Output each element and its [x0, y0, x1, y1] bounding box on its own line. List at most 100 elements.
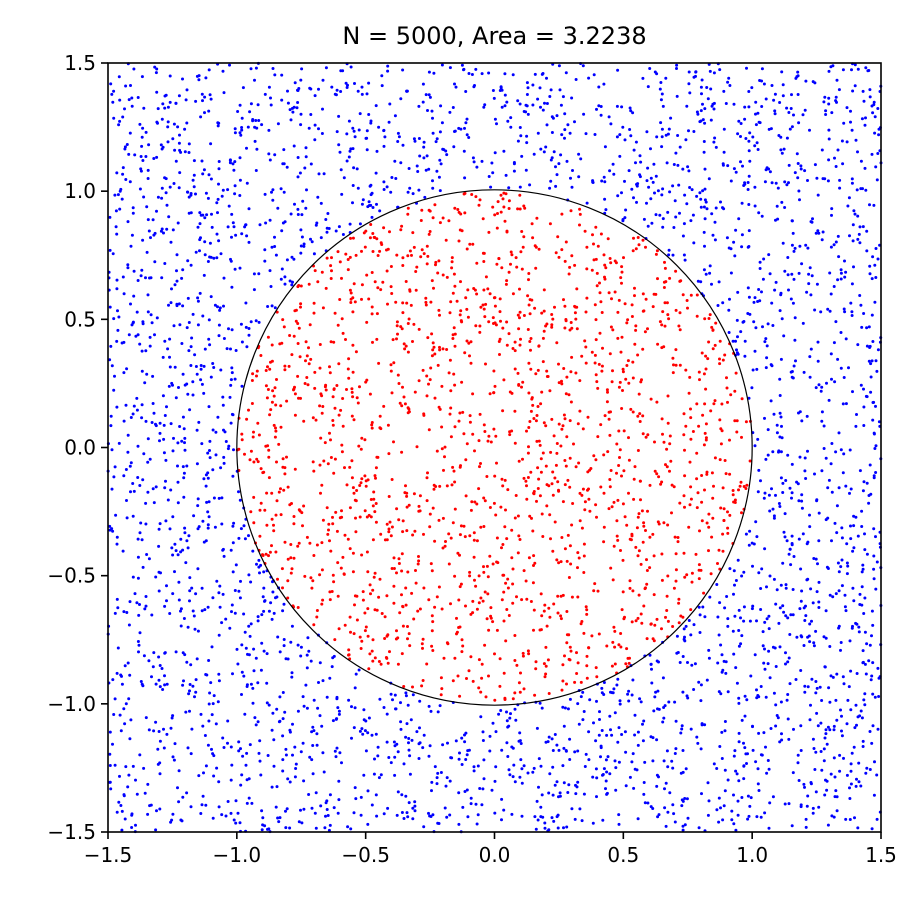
point-inside	[734, 371, 738, 375]
point-inside	[664, 615, 667, 619]
point-inside	[256, 421, 260, 425]
point-outside	[211, 596, 215, 600]
point-outside	[405, 89, 409, 93]
point-outside	[427, 754, 431, 758]
point-inside	[684, 368, 688, 372]
point-inside	[541, 535, 545, 538]
point-outside	[203, 734, 207, 737]
point-inside	[514, 256, 518, 260]
point-outside	[784, 479, 788, 482]
point-inside	[396, 373, 400, 377]
point-outside	[130, 96, 134, 100]
point-outside	[874, 535, 877, 539]
point-inside	[585, 245, 589, 249]
point-inside	[522, 235, 526, 239]
point-outside	[507, 186, 511, 190]
point-outside	[408, 772, 412, 776]
point-outside	[325, 808, 329, 811]
point-outside	[838, 769, 842, 773]
point-outside	[834, 789, 838, 793]
point-inside	[471, 392, 475, 396]
point-inside	[459, 524, 463, 528]
point-outside	[155, 90, 159, 94]
point-outside	[865, 249, 869, 253]
point-outside	[657, 775, 660, 779]
point-inside	[573, 311, 577, 315]
point-outside	[850, 751, 854, 755]
point-inside	[519, 250, 523, 254]
point-outside	[839, 708, 842, 712]
point-outside	[208, 456, 212, 460]
point-inside	[505, 230, 509, 234]
point-outside	[238, 178, 242, 182]
point-outside	[712, 107, 716, 111]
point-inside	[638, 420, 642, 423]
point-outside	[179, 550, 183, 554]
point-outside	[526, 112, 530, 116]
point-inside	[568, 419, 572, 423]
point-inside	[740, 397, 744, 401]
point-outside	[735, 318, 739, 322]
point-outside	[240, 384, 244, 388]
point-outside	[838, 186, 842, 190]
point-outside	[253, 78, 256, 82]
point-outside	[178, 171, 182, 175]
point-inside	[433, 352, 437, 356]
point-outside	[366, 822, 370, 826]
point-outside	[872, 793, 876, 797]
point-outside	[230, 371, 234, 375]
point-outside	[818, 685, 822, 689]
point-inside	[305, 354, 309, 358]
point-outside	[840, 526, 844, 530]
point-outside	[303, 166, 307, 170]
point-outside	[164, 191, 168, 195]
point-inside	[401, 256, 405, 260]
point-outside	[194, 678, 198, 682]
point-outside	[646, 224, 650, 228]
point-inside	[660, 552, 664, 556]
point-outside	[137, 650, 140, 654]
point-inside	[344, 252, 348, 256]
point-inside	[673, 535, 677, 539]
point-outside	[324, 801, 328, 805]
point-outside	[415, 730, 419, 734]
point-outside	[313, 123, 317, 127]
point-inside	[370, 312, 374, 316]
point-outside	[151, 665, 155, 669]
point-outside	[849, 301, 853, 305]
point-inside	[438, 313, 441, 317]
point-inside	[745, 483, 749, 487]
point-inside	[282, 325, 286, 329]
point-inside	[329, 277, 333, 280]
point-outside	[555, 173, 559, 177]
point-outside	[702, 140, 706, 143]
point-outside	[849, 782, 853, 786]
point-outside	[673, 199, 677, 203]
point-outside	[464, 121, 468, 125]
point-outside	[808, 513, 811, 517]
point-outside	[469, 802, 473, 806]
point-inside	[368, 583, 372, 587]
point-outside	[267, 703, 271, 707]
point-outside	[853, 63, 857, 67]
point-outside	[781, 241, 785, 245]
point-outside	[494, 765, 498, 769]
point-inside	[363, 438, 367, 442]
point-outside	[767, 649, 771, 653]
point-outside	[534, 827, 538, 831]
point-inside	[577, 556, 581, 560]
point-outside	[332, 654, 336, 658]
point-outside	[108, 764, 112, 767]
point-outside	[215, 201, 219, 205]
point-outside	[208, 343, 212, 347]
point-outside	[319, 236, 323, 240]
point-outside	[120, 674, 123, 678]
point-outside	[607, 115, 611, 119]
point-inside	[453, 656, 457, 660]
point-outside	[736, 335, 739, 339]
point-outside	[305, 706, 309, 710]
point-outside	[282, 162, 286, 166]
point-outside	[786, 616, 790, 620]
point-outside	[315, 221, 319, 225]
point-outside	[194, 592, 198, 596]
